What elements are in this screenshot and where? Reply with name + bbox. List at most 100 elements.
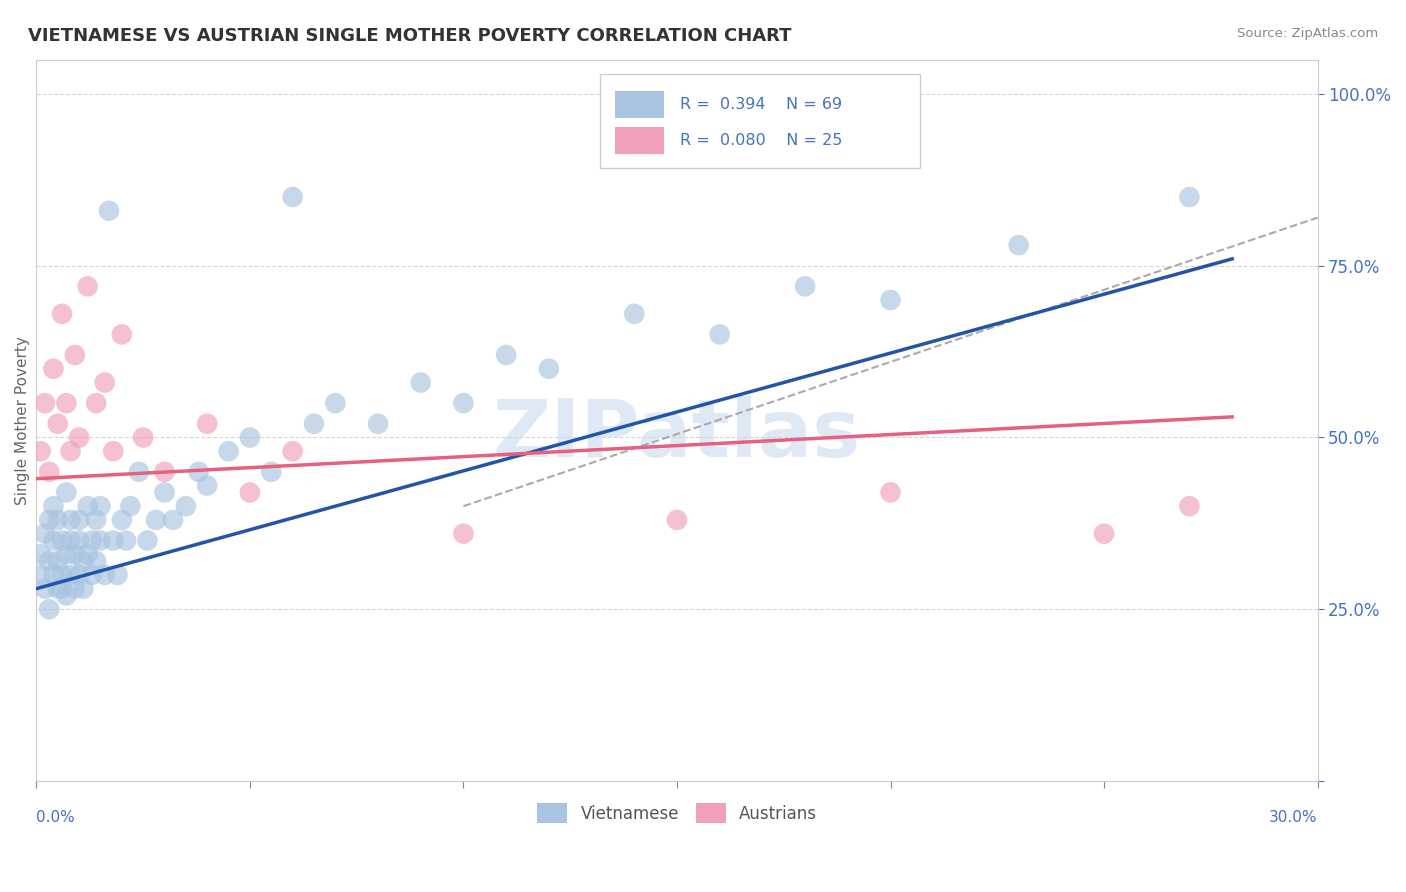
Point	[107, 567, 129, 582]
Point	[325, 396, 347, 410]
Point	[195, 478, 218, 492]
Point	[136, 533, 159, 548]
Legend: Vietnamese, Austrians: Vietnamese, Austrians	[537, 803, 817, 823]
Point	[84, 513, 107, 527]
Point	[55, 485, 77, 500]
Point	[145, 513, 167, 527]
Point	[30, 567, 52, 582]
Point	[46, 513, 69, 527]
Point	[89, 533, 111, 548]
Point	[409, 376, 432, 390]
Point	[46, 554, 69, 568]
Text: 30.0%: 30.0%	[1270, 810, 1317, 825]
Point	[98, 203, 121, 218]
Point	[84, 396, 107, 410]
Point	[63, 348, 86, 362]
Text: 0.0%: 0.0%	[37, 810, 75, 825]
Point	[55, 589, 77, 603]
Point	[115, 533, 138, 548]
Point	[103, 444, 125, 458]
Bar	[616, 127, 664, 154]
Point	[46, 582, 69, 596]
Point	[879, 293, 901, 307]
Point	[162, 513, 184, 527]
Point	[30, 444, 52, 458]
Bar	[616, 91, 664, 118]
Point	[76, 547, 98, 561]
Point	[67, 430, 90, 444]
Point	[1178, 190, 1201, 204]
Point	[281, 190, 304, 204]
Point	[42, 533, 65, 548]
Point	[51, 533, 73, 548]
Point	[495, 348, 517, 362]
Point	[239, 485, 262, 500]
Point	[80, 533, 103, 548]
Point	[46, 417, 69, 431]
Point	[187, 465, 209, 479]
Point	[120, 499, 142, 513]
Point	[59, 533, 82, 548]
Point	[239, 430, 262, 444]
Point	[537, 361, 560, 376]
Point	[34, 526, 56, 541]
Text: R =  0.080    N = 25: R = 0.080 N = 25	[679, 133, 842, 148]
Point	[879, 485, 901, 500]
Point	[1178, 499, 1201, 513]
Point	[665, 513, 688, 527]
Point	[55, 396, 77, 410]
Text: R =  0.394    N = 69: R = 0.394 N = 69	[679, 97, 842, 112]
Point	[453, 526, 475, 541]
Point	[34, 396, 56, 410]
Point	[55, 547, 77, 561]
Point	[153, 485, 176, 500]
Point	[103, 533, 125, 548]
Point	[42, 499, 65, 513]
Point	[623, 307, 645, 321]
Point	[1007, 238, 1029, 252]
FancyBboxPatch shape	[600, 74, 921, 168]
Point	[51, 567, 73, 582]
Point	[76, 499, 98, 513]
Point	[38, 513, 60, 527]
Point	[84, 554, 107, 568]
Point	[367, 417, 389, 431]
Point	[218, 444, 240, 458]
Point	[72, 582, 94, 596]
Y-axis label: Single Mother Poverty: Single Mother Poverty	[15, 336, 30, 505]
Point	[93, 567, 115, 582]
Point	[709, 327, 731, 342]
Point	[63, 582, 86, 596]
Point	[302, 417, 325, 431]
Point	[281, 444, 304, 458]
Point	[38, 602, 60, 616]
Point	[195, 417, 218, 431]
Point	[89, 499, 111, 513]
Point	[76, 279, 98, 293]
Point	[132, 430, 155, 444]
Point	[30, 547, 52, 561]
Point	[63, 547, 86, 561]
Point	[80, 567, 103, 582]
Point	[38, 554, 60, 568]
Point	[67, 513, 90, 527]
Point	[72, 554, 94, 568]
Point	[128, 465, 150, 479]
Point	[59, 513, 82, 527]
Point	[794, 279, 817, 293]
Text: VIETNAMESE VS AUSTRIAN SINGLE MOTHER POVERTY CORRELATION CHART: VIETNAMESE VS AUSTRIAN SINGLE MOTHER POV…	[28, 27, 792, 45]
Point	[34, 582, 56, 596]
Point	[67, 533, 90, 548]
Point	[111, 513, 134, 527]
Point	[174, 499, 197, 513]
Point	[51, 582, 73, 596]
Point	[260, 465, 283, 479]
Point	[59, 444, 82, 458]
Text: Source: ZipAtlas.com: Source: ZipAtlas.com	[1237, 27, 1378, 40]
Point	[42, 361, 65, 376]
Point	[153, 465, 176, 479]
Point	[67, 567, 90, 582]
Point	[111, 327, 134, 342]
Point	[51, 307, 73, 321]
Text: ZIPatlas: ZIPatlas	[494, 396, 860, 474]
